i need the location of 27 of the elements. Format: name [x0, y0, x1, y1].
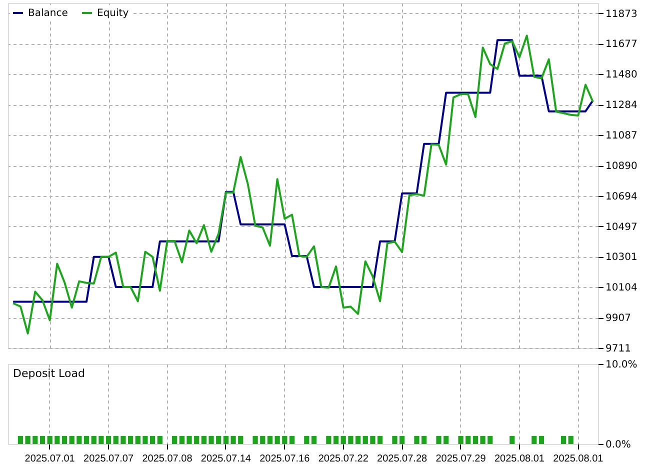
x-tick-label: 2025.07.22 [318, 454, 369, 464]
y-tick-label: 10890 [606, 161, 638, 172]
x-tick-label: 2025.07.16 [260, 454, 310, 464]
y-tick-label: 10104 [606, 282, 638, 294]
y-tick-label: 0.0% [606, 440, 631, 450]
x-tick-label: 2025.08.01 [494, 454, 545, 464]
y-tick-label: 11480 [606, 70, 638, 81]
x-tick-label: 2025.07.07 [84, 454, 134, 464]
x-tick-label: 2025.08.01 [553, 454, 604, 464]
y-tick-label: 11284 [606, 100, 638, 112]
legend-label: Balance [28, 8, 68, 19]
y-tick-label: 10.0% [606, 360, 638, 370]
y-tick-label: 10497 [606, 222, 638, 233]
y-tick-label: 11873 [606, 8, 638, 20]
x-tick-label: 2025.07.14 [200, 454, 252, 464]
y-tick-label: 10694 [606, 191, 638, 202]
y-tick-label: 11677 [606, 39, 638, 50]
x-tick-label: 2025.07.08 [142, 454, 193, 464]
x-tick-label: 2025.07.28 [377, 454, 428, 464]
y-tick-label: 9907 [606, 313, 631, 324]
x-tick-label: 2025.07.29 [436, 454, 486, 464]
y-tick-label: 9711 [606, 344, 631, 354]
y-tick-label: 11087 [606, 130, 638, 142]
y-tick-label: 10301 [606, 252, 638, 264]
chart-title: Deposit Load [13, 367, 85, 380]
x-tick-label: 2025.07.01 [24, 454, 76, 464]
legend-label: Equity [97, 8, 129, 19]
